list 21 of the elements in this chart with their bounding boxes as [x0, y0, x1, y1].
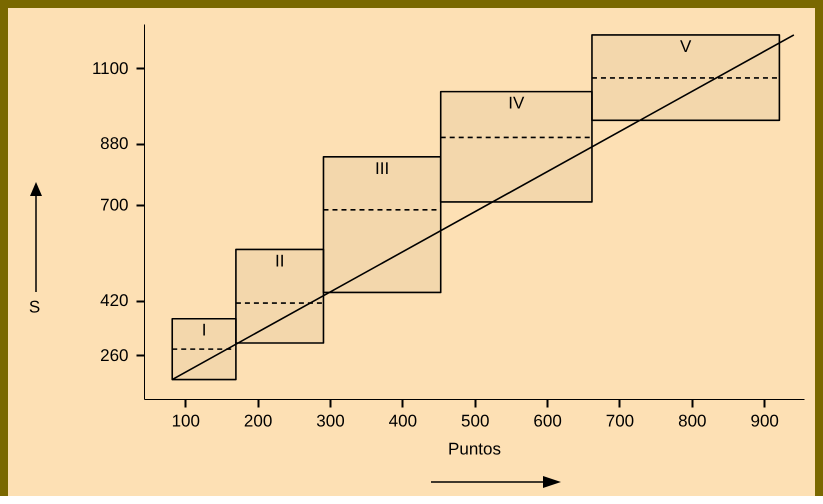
x-tick-label: 700 — [606, 412, 634, 430]
series-label: I — [202, 320, 206, 340]
x-tick-label: 800 — [678, 412, 707, 430]
y-tick-label: 1100 — [92, 58, 128, 78]
x-tick-label: 200 — [244, 412, 272, 430]
x-tick-label: 300 — [316, 412, 345, 430]
y-tick-label: 420 — [100, 291, 128, 310]
x-tick-label: 500 — [461, 412, 490, 430]
y-tick-label: 700 — [100, 196, 128, 215]
y-tick-label: 260 — [100, 346, 128, 365]
x-tick-label: 100 — [172, 412, 200, 430]
y-tick-label: 880 — [100, 134, 128, 154]
series-label: V — [680, 36, 692, 56]
series-label: II — [274, 251, 284, 270]
y-axis-title: S — [28, 298, 40, 316]
x-axis-title: Puntos — [448, 440, 501, 458]
series-label: III — [375, 158, 390, 178]
series-label: IV — [508, 94, 526, 113]
x-tick-label: 400 — [388, 412, 418, 430]
x-tick-label: 600 — [533, 412, 562, 430]
x-tick-label: 900 — [750, 412, 779, 430]
